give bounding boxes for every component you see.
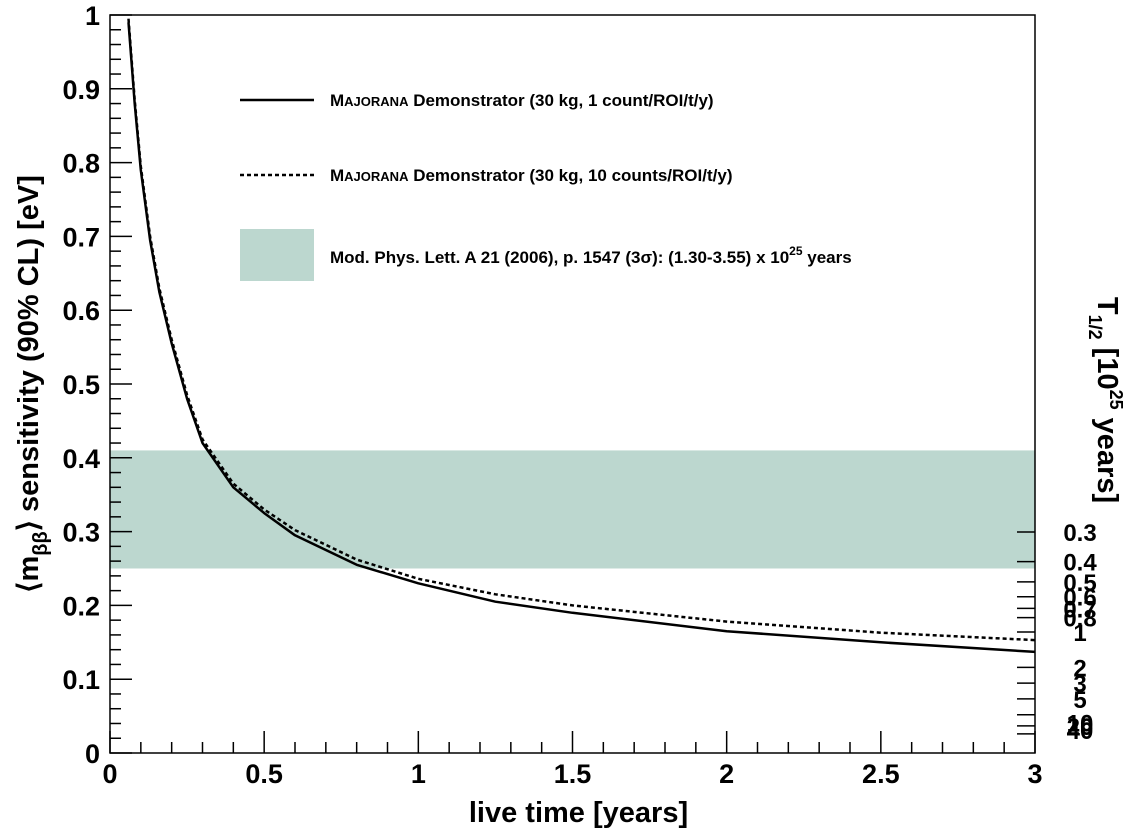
right-tick-label: 0.5 — [1063, 570, 1096, 597]
right-axis-label-sup: 25 — [1106, 390, 1126, 410]
y-axis-label-sub: ββ — [30, 531, 52, 555]
series-layer — [127, 18, 1036, 654]
right-tick-label: 1 — [1073, 620, 1086, 647]
x-tick-label: 0.5 — [245, 759, 283, 789]
y-tick-label: 0 — [85, 739, 100, 769]
x-tick-label: 1 — [411, 759, 426, 789]
x-tick-label: 0 — [102, 759, 117, 789]
mbb-band — [110, 450, 1035, 569]
y-tick-label: 0.4 — [62, 444, 100, 474]
band-layer — [110, 450, 1035, 569]
labels-layer: 0 0.5 1 1.5 2 2.5 300.10.20.30.40.50.60.70.80.… — [62, 1, 1097, 789]
x-tick-label: 2.5 — [862, 759, 900, 789]
right-axis-label-mid: [10 — [1091, 340, 1123, 390]
right-tick-label: 0.3 — [1063, 520, 1096, 547]
y-tick-label: 0.2 — [62, 591, 100, 621]
y-tick-label: 0.9 — [62, 75, 100, 105]
x-tick-label: 1.5 — [554, 759, 592, 789]
y-tick-label: 0.3 — [62, 518, 100, 548]
right-tick-label: 3 — [1073, 671, 1086, 698]
legend-label-2: MAJORANA Demonstrator (30 kg, 10 counts/… — [330, 166, 732, 185]
legend-label-band: Mod. Phys. Lett. A 21 (2006), p. 1547 (3… — [330, 244, 852, 267]
right-tick-label: 0.8 — [1063, 606, 1096, 633]
series-line-2 — [127, 18, 1036, 642]
y-axis-label-close: ⟩ sensitivity (90% CL) [eV] — [13, 175, 45, 531]
right-axis-label-prefix: T — [1091, 297, 1123, 315]
legend-label-1: MAJORANA Demonstrator (30 kg, 1 count/RO… — [330, 91, 714, 110]
right-tick-label: 0.4 — [1063, 550, 1097, 577]
right-tick-label: 5 — [1073, 687, 1086, 714]
right-axis-label-suffix: years] — [1091, 410, 1123, 504]
y-tick-label: 0.7 — [62, 222, 100, 252]
y-axis-label-open: ⟨m — [13, 556, 45, 593]
x-tick-label: 3 — [1027, 759, 1042, 789]
right-tick-label: 10 — [1067, 711, 1094, 738]
y-tick-label: 0.8 — [62, 149, 100, 179]
y-tick-label: 0.1 — [62, 665, 100, 695]
y-tick-label: 1 — [85, 1, 100, 31]
right-axis-label-sub: 1/2 — [1085, 315, 1105, 340]
right-tick-label: 40 — [1067, 718, 1094, 745]
x-axis-label: live time [years] — [469, 797, 688, 829]
legend-swatch-band — [240, 229, 314, 281]
right-tick-label: 0.7 — [1063, 596, 1096, 623]
y-tick-label: 0.5 — [62, 370, 100, 400]
y-axis-label: ⟨mββ⟩ sensitivity (90% CL) [eV] — [13, 175, 52, 593]
ticks-layer — [109, 14, 1036, 754]
right-tick-label: 20 — [1067, 714, 1094, 741]
x-tick-label: 2 — [719, 759, 734, 789]
right-axis-label: T1/2 [1025 years] — [1085, 297, 1126, 503]
legend: MAJORANA Demonstrator (30 kg, 1 count/RO… — [240, 91, 852, 281]
right-tick-label: 0.6 — [1063, 585, 1096, 612]
y-tick-label: 0.6 — [62, 296, 100, 326]
right-tick-label: 2 — [1073, 655, 1086, 682]
